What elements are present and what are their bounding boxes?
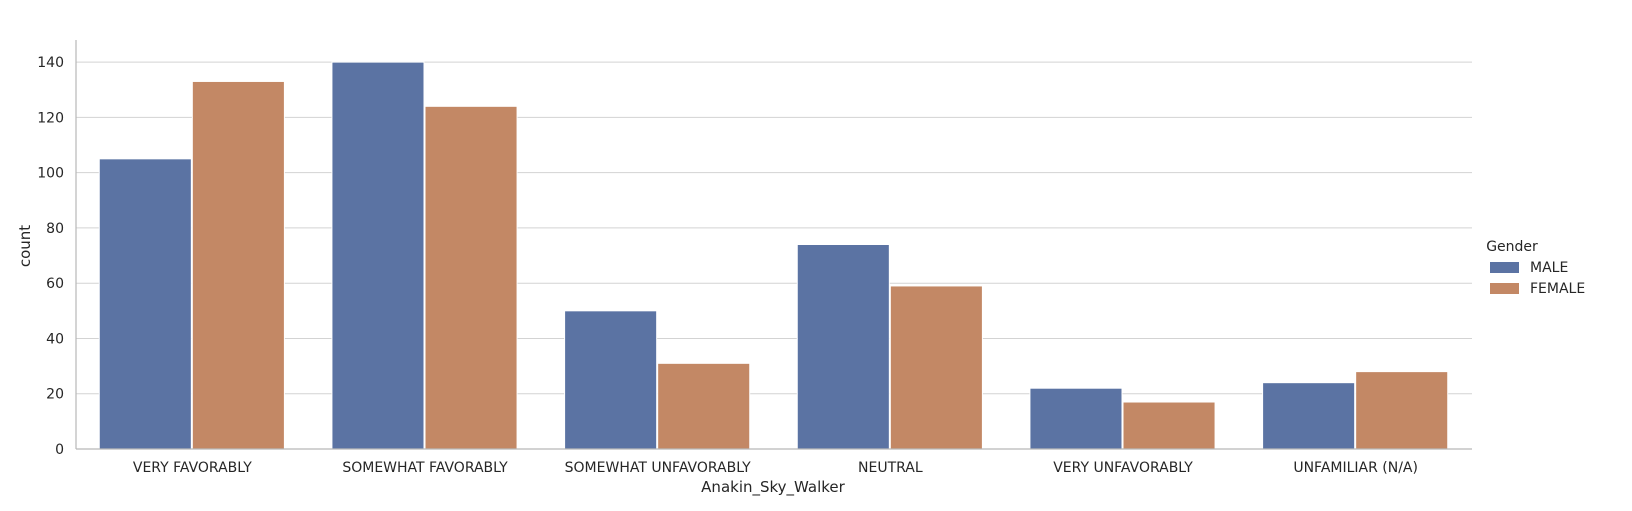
y-tick-label: 40 [46, 331, 64, 347]
legend: Gender MALE FEMALE [1486, 239, 1585, 297]
bar-male [331, 61, 425, 450]
tick-labels: 0 20 40 60 80 100 120 140 VERY FAVORABLY SOMEWHAT… [37, 55, 1418, 476]
y-axis-label: count [16, 225, 34, 267]
y-tick-label: 80 [46, 221, 64, 237]
x-tick-label: NEUTRAL [858, 460, 923, 476]
x-tick-label: SOMEWHAT UNFAVORABLY [565, 460, 751, 476]
y-tick-label: 140 [37, 55, 64, 71]
gridlines [76, 61, 1472, 450]
x-axis-label: Anakin_Sky_Walker [701, 478, 845, 497]
legend-label-female: FEMALE [1530, 281, 1585, 297]
bar-male [1262, 382, 1356, 450]
bar-female [657, 362, 751, 450]
bar-female [1122, 401, 1216, 450]
y-tick-label: 60 [46, 276, 64, 292]
legend-items: MALE FEMALE [1490, 260, 1585, 297]
legend-title: Gender [1486, 239, 1538, 255]
bar-male [564, 310, 658, 450]
y-tick-label: 20 [46, 387, 64, 403]
bar-female [424, 105, 518, 450]
bar-male [796, 244, 890, 450]
x-tick-label: UNFAMILIAR (N/A) [1293, 460, 1418, 476]
y-tick-label: 120 [37, 110, 64, 126]
bars [98, 61, 1449, 450]
y-tick-label: 0 [55, 442, 64, 458]
bar-female [889, 285, 983, 450]
legend-label-male: MALE [1530, 260, 1568, 276]
bar-female [1355, 371, 1449, 450]
x-tick-label: VERY UNFAVORABLY [1053, 460, 1193, 476]
legend-swatch-female [1490, 283, 1519, 294]
y-tick-label: 100 [37, 166, 64, 182]
bar-male [1029, 387, 1123, 450]
x-tick-label: VERY FAVORABLY [133, 460, 252, 476]
legend-swatch-male [1490, 262, 1519, 273]
bar-female [191, 80, 285, 450]
axes [75, 40, 1472, 450]
bar-male [98, 158, 192, 450]
x-tick-label: SOMEWHAT FAVORABLY [342, 460, 508, 476]
